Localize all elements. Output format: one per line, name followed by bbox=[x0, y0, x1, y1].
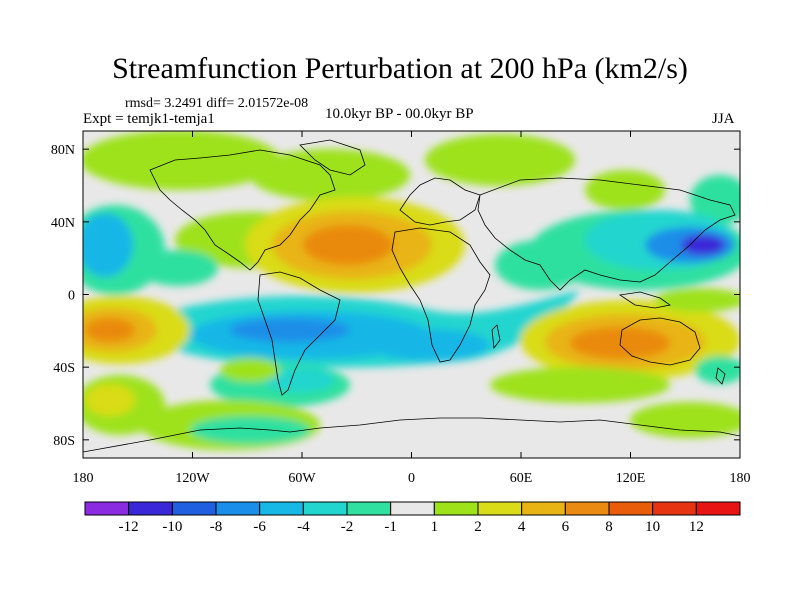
colorbar-label: -12 bbox=[119, 519, 139, 535]
lon-tick-label: 60E bbox=[510, 471, 533, 486]
colorbar-swatch bbox=[521, 501, 566, 516]
lon-tick-label: 120E bbox=[616, 471, 646, 486]
colorbar-swatch bbox=[346, 501, 392, 516]
contour-region bbox=[85, 384, 135, 416]
contour-region bbox=[690, 175, 740, 225]
colorbar-swatch bbox=[302, 501, 348, 516]
contour-region bbox=[190, 416, 310, 444]
colorbar-label: 8 bbox=[605, 519, 613, 535]
lon-tick-label: 120W bbox=[175, 471, 210, 486]
latitude-axis: 80N 40N 0 40S 80S bbox=[51, 143, 740, 449]
contour-region bbox=[681, 235, 725, 255]
experiment-label: Expt = temjk1-temja1 bbox=[83, 111, 215, 127]
colorbar-label: 6 bbox=[562, 519, 570, 535]
lon-tick-label: 180 bbox=[73, 471, 94, 486]
contour-region bbox=[265, 368, 335, 392]
coastline-africa bbox=[391, 227, 491, 363]
colorbar-swatch bbox=[652, 501, 697, 516]
coastline-south-america bbox=[257, 271, 341, 396]
contour-field bbox=[83, 131, 740, 458]
period-label: 10.0kyr BP - 00.0kyr BP bbox=[325, 106, 474, 122]
longitude-axis: 180 120W 60W 0 60E 120E 180 bbox=[73, 131, 751, 486]
colorbar-label: 4 bbox=[518, 519, 526, 535]
colorbar-label: -8 bbox=[210, 519, 223, 535]
coastline-asia bbox=[477, 177, 736, 291]
colorbar-label: -1 bbox=[384, 519, 397, 535]
colorbar-label: 10 bbox=[645, 519, 660, 535]
contour-region bbox=[425, 134, 575, 186]
colorbar-swatch bbox=[695, 501, 741, 516]
contour-region bbox=[85, 318, 135, 342]
coastline-new-zealand bbox=[715, 367, 726, 385]
contour-region bbox=[83, 213, 133, 277]
coastline-greenland bbox=[299, 139, 366, 176]
colorbar bbox=[84, 501, 741, 516]
lat-tick-label: 80S bbox=[53, 434, 75, 449]
map-title: Streamfunction Perturbation at 200 hPa (… bbox=[112, 52, 688, 85]
contour-region bbox=[585, 170, 665, 210]
colorbar-label: 12 bbox=[689, 519, 704, 535]
colorbar-label: -4 bbox=[297, 519, 310, 535]
colorbar-swatch bbox=[564, 501, 610, 516]
contour-region bbox=[230, 318, 350, 342]
lat-tick-label: 0 bbox=[68, 289, 75, 304]
colorbar-labels: -12 -10 -8 -6 -4 -2 -1 1 2 4 6 8 10 12 bbox=[119, 519, 704, 535]
colorbar-swatch bbox=[259, 501, 304, 516]
colorbar-label: -6 bbox=[253, 519, 266, 535]
season-label: JJA bbox=[712, 111, 735, 127]
contour-region bbox=[370, 329, 490, 361]
coastline-australia bbox=[619, 317, 701, 366]
colorbar-swatch bbox=[84, 501, 130, 516]
colorbar-label: 1 bbox=[431, 519, 439, 535]
colorbar-label: -10 bbox=[162, 519, 182, 535]
colorbar-label: -2 bbox=[341, 519, 354, 535]
colorbar-swatch bbox=[608, 501, 654, 516]
contour-region bbox=[655, 288, 740, 312]
colorbar-label: 2 bbox=[474, 519, 482, 535]
colorbar-swatch bbox=[171, 501, 217, 516]
coastline-antarctica bbox=[83, 417, 740, 453]
lon-tick-label: 180 bbox=[730, 471, 751, 486]
lon-tick-label: 60W bbox=[288, 471, 316, 486]
coastline-north-america bbox=[149, 149, 336, 271]
coastlines bbox=[83, 139, 740, 453]
colorbar-swatch bbox=[477, 501, 523, 516]
lat-tick-label: 40S bbox=[53, 361, 75, 376]
contour-region bbox=[138, 250, 218, 286]
colorbar-swatch bbox=[128, 501, 173, 516]
colorbar-swatch bbox=[390, 501, 435, 516]
colorbar-swatch bbox=[215, 501, 261, 516]
contour-region bbox=[630, 402, 740, 438]
lat-tick-label: 40N bbox=[51, 216, 75, 231]
stats-text: rmsd= 3.2491 diff= 2.01572e-08 bbox=[125, 96, 309, 111]
colorbar-swatch bbox=[433, 501, 479, 516]
contour-region bbox=[220, 358, 280, 382]
lon-tick-label: 0 bbox=[408, 471, 415, 486]
lat-tick-label: 80N bbox=[51, 143, 75, 158]
coastline-indonesia bbox=[618, 291, 671, 309]
contour-region bbox=[490, 367, 670, 403]
coastline-madagascar bbox=[491, 324, 501, 350]
contour-region bbox=[303, 225, 393, 265]
contour-region bbox=[83, 131, 280, 190]
